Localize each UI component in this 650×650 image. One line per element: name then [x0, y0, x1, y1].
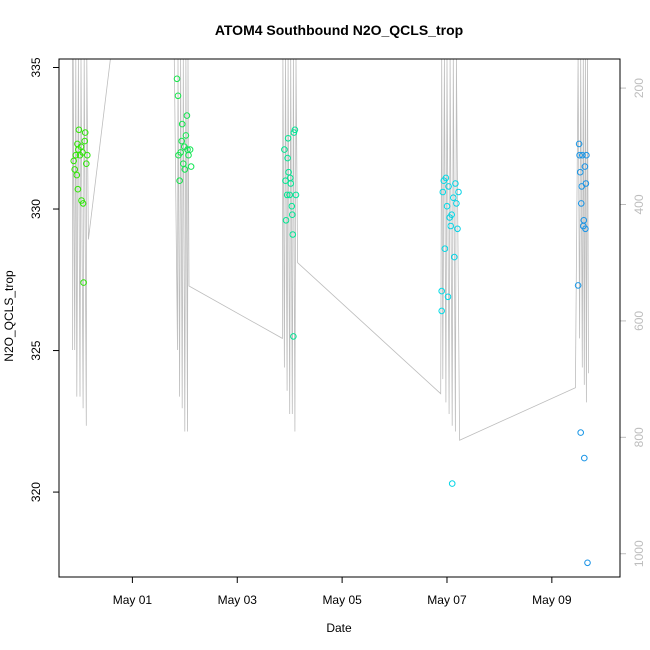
data-point-74 [577, 429, 585, 436]
points-layer [70, 75, 591, 567]
data-point-55 [442, 174, 450, 182]
data-point-50 [292, 191, 300, 199]
data-point-69 [438, 287, 446, 295]
pressure-line [72, 59, 589, 441]
data-point-21 [176, 177, 183, 184]
data-point-39 [284, 135, 292, 142]
data-point-51 [438, 307, 446, 315]
data-point-43 [287, 180, 295, 187]
data-point-15 [81, 129, 89, 136]
data-point-7 [75, 126, 83, 134]
data-point-47 [290, 333, 297, 340]
data-point-80 [581, 454, 588, 462]
data-point-36 [282, 217, 290, 224]
data-point-38 [284, 154, 291, 162]
data-point-67 [454, 225, 461, 233]
data-point-58 [445, 183, 452, 190]
data-point-34 [281, 146, 288, 153]
y2-tick-label-1: 400 [632, 194, 646, 214]
x-tick-label-2: May 05 [322, 593, 362, 607]
data-point-1 [71, 166, 78, 173]
data-point-32 [186, 146, 194, 153]
y-tick-label-3: 335 [29, 57, 43, 77]
data-point-16 [83, 160, 90, 167]
data-point-71 [575, 140, 583, 148]
data-point-83 [582, 180, 590, 187]
data-point-45 [289, 211, 296, 218]
data-point-12 [79, 200, 87, 207]
y2-tick-label-2: 600 [632, 311, 646, 331]
data-point-9 [77, 143, 85, 150]
data-point-85 [584, 559, 591, 567]
data-point-3 [73, 171, 81, 179]
chart-title: ATOM4 Southbound N2O_QCLS_trop [215, 22, 463, 38]
data-point-79 [580, 217, 588, 224]
data-point-14 [81, 137, 88, 145]
y-tick-label-1: 325 [29, 340, 43, 360]
x-tick-label-1: May 03 [218, 593, 258, 607]
data-point-2 [72, 151, 80, 159]
x-tick-label-0: May 01 [113, 593, 153, 607]
data-point-62 [448, 480, 456, 487]
data-point-35 [282, 177, 289, 184]
x-axis-label: Date [326, 621, 352, 635]
pressure-line-layer [72, 59, 589, 441]
data-point-82 [582, 225, 589, 233]
y2-tick-label-3: 800 [632, 427, 646, 447]
data-point-13 [80, 279, 87, 286]
data-point-60 [447, 222, 455, 230]
data-point-64 [451, 253, 458, 261]
plot-frame [58, 58, 621, 578]
data-point-33 [187, 163, 195, 170]
data-point-41 [286, 191, 294, 199]
data-point-11 [79, 149, 86, 156]
x-tick-label-3: May 07 [427, 593, 467, 607]
data-point-18 [173, 75, 181, 83]
data-point-24 [178, 120, 186, 128]
y-tick-label-0: 320 [29, 482, 43, 502]
data-point-48 [290, 129, 298, 136]
data-point-52 [439, 188, 447, 196]
data-point-46 [289, 231, 297, 238]
data-point-17 [84, 151, 91, 159]
data-point-57 [444, 293, 452, 301]
y2-tick-label-0: 200 [632, 78, 646, 98]
data-point-66 [453, 200, 460, 207]
data-point-22 [177, 149, 184, 156]
data-point-54 [441, 245, 449, 252]
data-point-75 [577, 200, 585, 207]
data-point-81 [581, 163, 589, 170]
data-point-63 [450, 194, 457, 201]
y-tick-label-2: 330 [29, 199, 43, 219]
y-axis-label: N2O_QCLS_trop [2, 270, 16, 362]
y2-tick-label-4: 1000 [632, 540, 646, 567]
data-point-40 [285, 168, 292, 176]
data-point-68 [455, 188, 462, 196]
data-point-27 [181, 166, 189, 173]
data-point-28 [182, 132, 190, 139]
data-point-29 [183, 112, 191, 119]
data-point-72 [576, 151, 583, 159]
data-point-37 [283, 191, 291, 199]
data-point-77 [579, 151, 586, 159]
data-point-56 [443, 202, 451, 210]
data-point-61 [448, 211, 456, 218]
data-point-65 [452, 180, 459, 187]
data-point-70 [574, 282, 582, 289]
data-point-0 [70, 157, 77, 165]
x-tick-label-4: May 09 [532, 593, 572, 607]
data-point-23 [178, 137, 185, 145]
data-point-49 [291, 126, 299, 134]
data-point-19 [174, 92, 182, 100]
data-point-44 [288, 202, 296, 210]
axes-layer: May 01 May 03 May 05 May 07 May 09 320 325 330 3… [29, 57, 646, 607]
data-point-84 [583, 151, 590, 159]
data-point-5 [74, 185, 82, 193]
data-point-73 [576, 168, 584, 176]
